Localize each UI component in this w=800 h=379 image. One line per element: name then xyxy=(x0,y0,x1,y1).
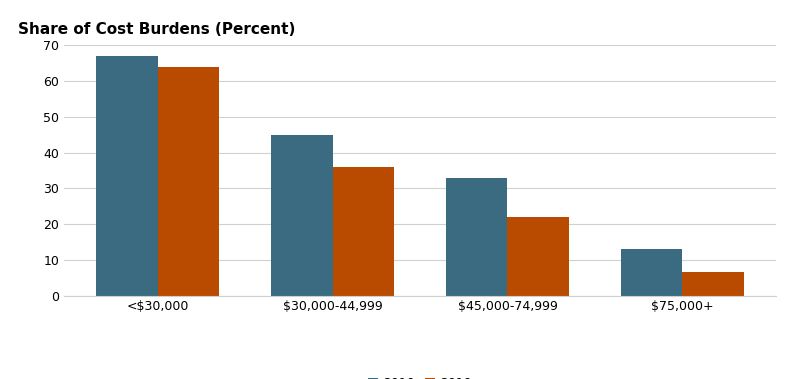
Bar xyxy=(446,178,507,296)
Legend: 2010, 2019: 2010, 2019 xyxy=(363,372,477,379)
Bar xyxy=(621,249,682,296)
Bar xyxy=(158,67,219,296)
Text: Share of Cost Burdens (Percent): Share of Cost Burdens (Percent) xyxy=(18,22,295,38)
Bar xyxy=(333,167,394,296)
Bar xyxy=(507,217,569,296)
Bar xyxy=(682,273,744,296)
Bar xyxy=(271,135,333,296)
Bar xyxy=(96,56,158,296)
